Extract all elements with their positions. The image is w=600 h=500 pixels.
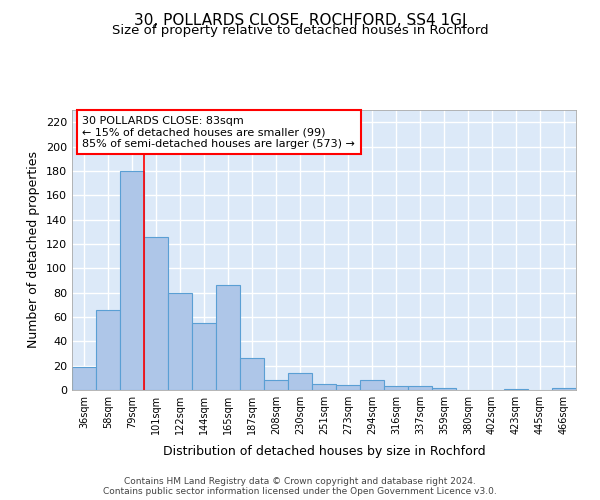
Bar — [384, 386, 408, 390]
Bar — [120, 171, 144, 390]
Bar — [72, 367, 96, 390]
Bar — [552, 388, 576, 390]
Bar — [312, 384, 336, 390]
Text: 30, POLLARDS CLOSE, ROCHFORD, SS4 1GJ: 30, POLLARDS CLOSE, ROCHFORD, SS4 1GJ — [134, 12, 466, 28]
Bar — [288, 373, 312, 390]
Bar — [264, 380, 288, 390]
Bar — [192, 323, 216, 390]
Text: 30 POLLARDS CLOSE: 83sqm
← 15% of detached houses are smaller (99)
85% of semi-d: 30 POLLARDS CLOSE: 83sqm ← 15% of detach… — [82, 116, 355, 149]
Bar — [240, 358, 264, 390]
Bar — [432, 388, 456, 390]
Bar — [96, 310, 120, 390]
Text: Size of property relative to detached houses in Rochford: Size of property relative to detached ho… — [112, 24, 488, 37]
Bar — [216, 286, 240, 390]
Bar — [360, 380, 384, 390]
Bar — [336, 385, 360, 390]
Text: Contains public sector information licensed under the Open Government Licence v3: Contains public sector information licen… — [103, 488, 497, 496]
Y-axis label: Number of detached properties: Number of detached properties — [28, 152, 40, 348]
Bar — [504, 389, 528, 390]
X-axis label: Distribution of detached houses by size in Rochford: Distribution of detached houses by size … — [163, 446, 485, 458]
Bar — [408, 386, 432, 390]
Bar — [144, 236, 168, 390]
Text: Contains HM Land Registry data © Crown copyright and database right 2024.: Contains HM Land Registry data © Crown c… — [124, 478, 476, 486]
Bar — [168, 292, 192, 390]
